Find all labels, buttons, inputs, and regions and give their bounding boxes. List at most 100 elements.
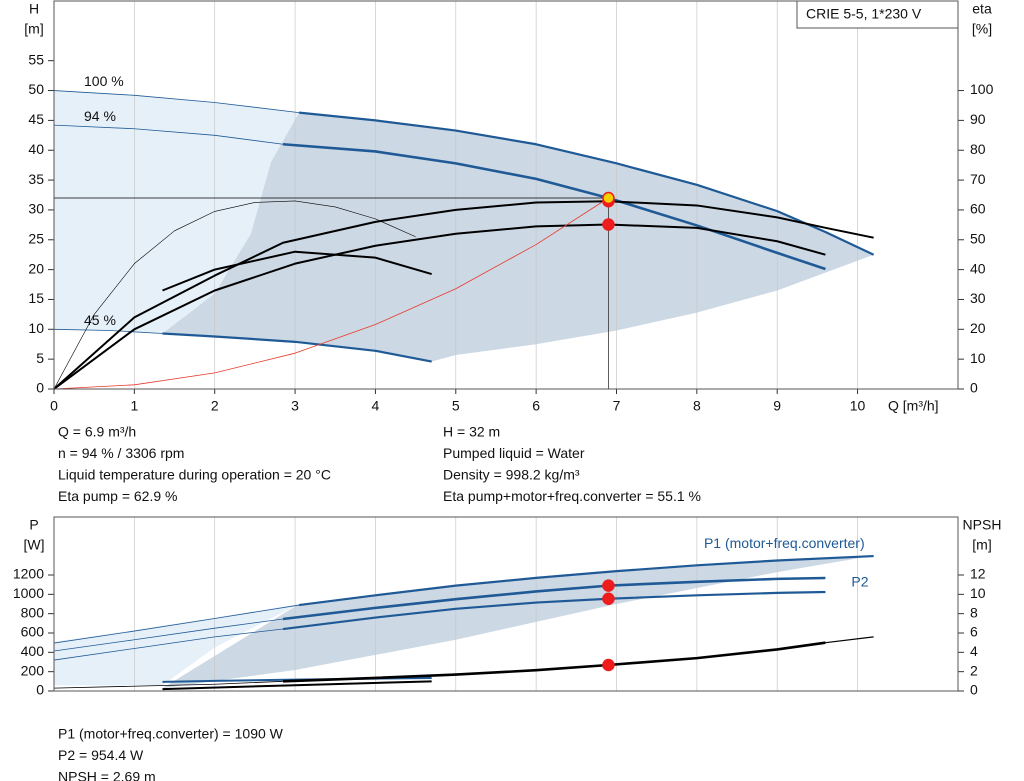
y2-tick-label: 90	[970, 111, 986, 127]
y-tick-label: 200	[21, 662, 45, 678]
curve	[162, 680, 432, 691]
curve-label: 100 %	[84, 73, 124, 89]
curve	[53, 604, 300, 644]
x-tick-label: 0	[50, 398, 58, 414]
readout-line: Q = 6.9 m³/h	[58, 424, 136, 440]
y-axis-label: H	[29, 1, 39, 17]
y-tick-label: 20	[28, 260, 44, 276]
y2-tick-label: 8	[970, 604, 978, 620]
y-axis-label: P	[29, 517, 38, 533]
y2-tick-label: 4	[970, 643, 978, 659]
readout-line: Eta pump+motor+freq.converter = 55.1 %	[443, 488, 701, 504]
y-tick-label: 45	[28, 111, 44, 127]
readout-line: P1 (motor+freq.converter) = 1090 W	[58, 726, 284, 742]
x-tick-label: 6	[532, 398, 540, 414]
operating-range-area	[54, 90, 300, 334]
curve	[53, 618, 284, 652]
y-tick-label: 0	[36, 380, 44, 396]
duty-point	[602, 592, 615, 605]
y2-tick-label: 6	[970, 624, 978, 640]
x-tick-label: 1	[130, 398, 138, 414]
y2-tick-label: 0	[970, 380, 978, 396]
readout-line: n = 94 % / 3306 rpm	[58, 445, 184, 461]
y-tick-label: 15	[28, 290, 44, 306]
curve	[825, 636, 874, 644]
curve	[282, 641, 826, 683]
y2-axis-label: [%]	[972, 21, 992, 37]
curve-label: P2	[851, 574, 868, 590]
y2-tick-label: 70	[970, 171, 986, 187]
y2-tick-label: 2	[970, 662, 978, 678]
x-tick-label: 5	[452, 398, 460, 414]
y-axis-label: [W]	[24, 537, 45, 553]
curve	[282, 142, 826, 271]
x-axis-label: Q [m³/h]	[888, 398, 939, 414]
x-tick-label: 2	[211, 398, 219, 414]
y2-axis-label: NPSH	[963, 517, 1002, 533]
y2-tick-label: 10	[970, 585, 986, 601]
curve	[53, 628, 284, 661]
curve	[53, 200, 874, 390]
title-box	[796, 0, 959, 29]
y-tick-label: 50	[28, 81, 44, 97]
x-tick-label: 4	[372, 398, 380, 414]
curve	[53, 223, 826, 390]
x-tick-label: 3	[291, 398, 299, 414]
curve	[53, 197, 609, 390]
y2-tick-label: 100	[970, 81, 994, 97]
y2-tick-label: 50	[970, 230, 986, 246]
curve	[282, 590, 826, 631]
y-tick-label: 10	[28, 320, 44, 336]
x-tick-label: 10	[850, 398, 866, 414]
curve	[53, 124, 284, 145]
curve	[53, 90, 300, 114]
y2-tick-label: 0	[970, 682, 978, 698]
curve	[53, 328, 163, 334]
readout-line: P2 = 954.4 W	[58, 747, 144, 763]
y2-tick-label: 40	[970, 260, 986, 276]
plot-frame	[53, 516, 959, 692]
plot-frame	[53, 0, 959, 390]
chart-title: CRIE 5-5, 1*230 V	[806, 6, 922, 22]
x-tick-label: 8	[693, 398, 701, 414]
curve-label: 45 %	[84, 312, 116, 328]
curve	[298, 554, 874, 607]
readout-line: Liquid temperature during operation = 20…	[58, 467, 331, 483]
y-tick-label: 35	[28, 171, 44, 187]
y-tick-label: 600	[21, 624, 45, 640]
y-tick-label: 1000	[13, 585, 44, 601]
readout-line: Density = 998.2 kg/m³	[443, 467, 580, 483]
curve	[282, 576, 826, 621]
readout-line: NPSH = 2.69 m	[58, 769, 156, 781]
y2-axis-label: eta	[972, 1, 992, 17]
operating-range-area	[54, 604, 300, 686]
y-axis-label: [m]	[24, 21, 43, 37]
curve-label: 94 %	[84, 108, 116, 124]
y2-tick-label: 80	[970, 141, 986, 157]
y-tick-label: 1200	[13, 566, 44, 582]
y-tick-label: 0	[36, 682, 44, 698]
curve	[53, 680, 284, 689]
operating-range-area	[162, 555, 874, 689]
readout-line: H = 32 m	[443, 424, 500, 440]
y2-tick-label: 10	[970, 350, 986, 366]
operating-range-area	[162, 112, 874, 362]
x-tick-label: 9	[773, 398, 781, 414]
y2-axis-label: [m]	[972, 537, 991, 553]
duty-point	[602, 218, 615, 231]
y2-tick-label: 60	[970, 201, 986, 217]
curve	[53, 200, 416, 390]
y2-tick-label: 12	[970, 566, 986, 582]
y2-tick-label: 30	[970, 290, 986, 306]
readout-line: Eta pump = 62.9 %	[58, 488, 177, 504]
y-tick-label: 25	[28, 230, 44, 246]
curve	[162, 250, 432, 292]
y-tick-label: 30	[28, 201, 44, 217]
readout-line: Pumped liquid = Water	[443, 445, 585, 461]
y-tick-label: 400	[21, 643, 45, 659]
curve-label: P1 (motor+freq.converter)	[704, 535, 865, 551]
x-tick-label: 7	[613, 398, 621, 414]
y2-tick-label: 20	[970, 320, 986, 336]
